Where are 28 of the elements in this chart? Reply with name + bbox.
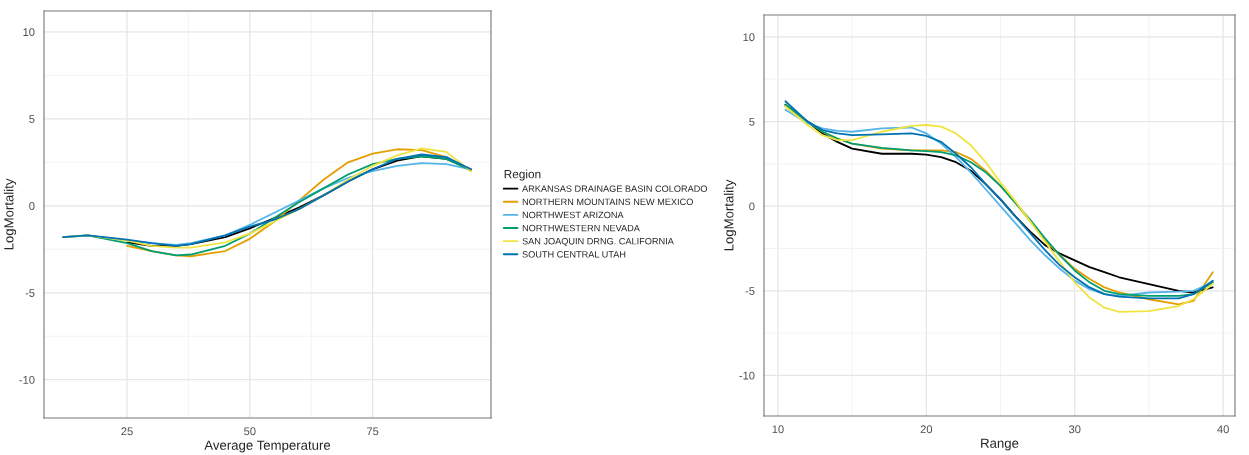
y-tick-label: 10	[743, 33, 755, 42]
y-tick-label: 10	[23, 28, 35, 37]
y-tick-label: 5	[749, 117, 755, 126]
x-axis-title: Range	[981, 438, 1019, 451]
y-tick-label: -10	[739, 371, 755, 380]
x-tick-label: 20	[920, 425, 933, 434]
y-tick-label: -5	[745, 287, 755, 295]
legend-title: Region	[504, 169, 541, 181]
y-tick-label: -5	[25, 289, 35, 297]
x-tick-label: 30	[1068, 425, 1081, 434]
y-tick-label: 0	[29, 202, 35, 210]
y-axis-title: LogMortality	[723, 179, 737, 251]
legend-label: SOUTH CENTRAL UTAH	[522, 251, 626, 258]
x-tick-label: 75	[367, 427, 379, 436]
x-tick-label: 50	[244, 427, 256, 436]
y-tick-label: -10	[19, 376, 35, 384]
legend-label: ARKANSAS DRAINAGE BASIN COLORADO	[522, 185, 708, 192]
x-axis-title: Average Temperature	[204, 440, 331, 453]
legend-label: NORTHERN MOUNTAINS NEW MEXICO	[522, 198, 693, 206]
y-tick-label: 0	[749, 202, 755, 211]
legend-label: NORTHWESTERN NEVADA	[522, 224, 640, 232]
y-tick-label: 5	[29, 115, 35, 123]
x-tick-label: 25	[121, 427, 133, 436]
y-axis-title: LogMortality	[3, 178, 17, 250]
legend-label: SAN JOAQUIN DRNG. CALIFORNIA	[522, 237, 674, 247]
legend-label: NORTHWEST ARIZONA	[522, 211, 624, 219]
x-tick-label: 40	[1217, 425, 1229, 434]
x-tick-label: 10	[772, 425, 784, 434]
